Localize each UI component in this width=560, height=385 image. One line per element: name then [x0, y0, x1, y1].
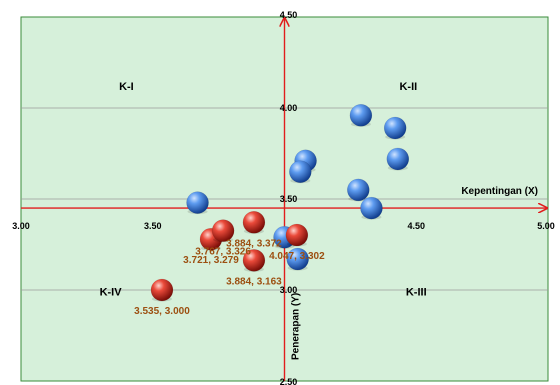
data-label: 4.047, 3.302	[269, 251, 325, 262]
x-tick-label: 3.00	[12, 221, 30, 231]
quadrant-label: K-IV	[100, 286, 123, 298]
y-tick-label: 4.00	[280, 103, 298, 113]
x-tick-label: 5.00	[537, 221, 555, 231]
blue-data-point	[360, 196, 383, 220]
blue-data-point	[386, 147, 410, 171]
quadrant-labels: K-I K-II K-III K-IV	[100, 81, 427, 299]
data-label: 3.884, 3.372	[226, 238, 282, 249]
blue-data-point	[383, 116, 407, 140]
axes	[21, 18, 547, 381]
y-axis-title: Penerapan (Y)	[291, 293, 302, 360]
data-label: 3.884, 3.163	[226, 276, 282, 287]
y-tick-label: 3.50	[280, 194, 298, 204]
tick-labels: 3.00 3.50 4.50 5.00 4.50 4.00 3.50 3.00 2.50	[12, 10, 555, 385]
data-label: 3.721, 3.279	[183, 255, 239, 266]
blue-data-point	[349, 104, 373, 127]
quadrant-label: K-III	[406, 286, 427, 298]
blue-data-point	[286, 247, 309, 271]
data-label: 3.767, 3.326	[195, 247, 251, 258]
red-data-point	[285, 223, 309, 247]
red-data-point	[242, 211, 266, 234]
x-tick-label: 3.50	[144, 221, 162, 231]
y-tick-label: 4.50	[280, 10, 298, 20]
red-data-point	[242, 249, 266, 272]
blue-data-point	[289, 160, 312, 183]
red-data-point	[211, 219, 235, 242]
x-axis-title: Kepentingan (X)	[461, 186, 538, 197]
quadrant-label: K-I	[119, 81, 134, 93]
axis-labels: Kepentingan (X) Penerapan (Y)	[291, 186, 539, 360]
data-label: 3.535, 3.000	[134, 306, 190, 317]
blue-data-point	[186, 191, 209, 214]
y-tick-label: 3.00	[280, 285, 298, 295]
data-points	[150, 104, 410, 302]
y-tick-label: 2.50	[280, 377, 298, 385]
blue-data-point	[347, 178, 370, 202]
quadrant-label: K-II	[399, 81, 417, 93]
red-data-point	[150, 278, 174, 302]
x-tick-label: 4.50	[407, 221, 425, 231]
